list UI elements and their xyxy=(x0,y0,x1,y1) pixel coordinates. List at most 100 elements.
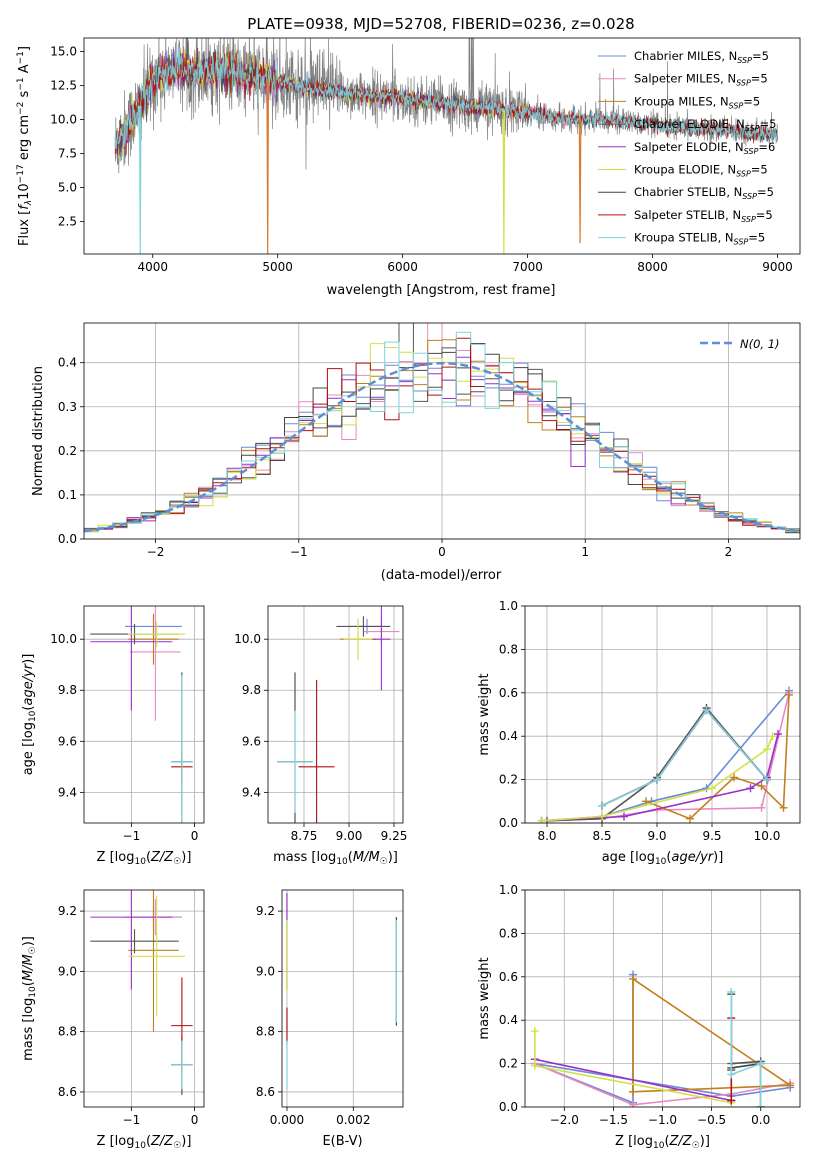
mass-weight-marker xyxy=(786,1081,795,1090)
plot-area xyxy=(277,606,400,823)
axes-frame xyxy=(524,889,801,1108)
x-axis-label: mass [log10(M/M☉)] xyxy=(273,850,398,867)
x-tick-label: −1.5 xyxy=(599,1113,628,1127)
label-part: Z [log xyxy=(615,1134,653,1149)
legend-suffix: =5 xyxy=(752,49,769,63)
y-tick-label: 9.6 xyxy=(242,734,261,748)
label-part: ( xyxy=(348,850,353,865)
y-tick-label: 0.6 xyxy=(499,970,518,984)
label-part: −2 xyxy=(16,102,26,115)
label-part: 10 xyxy=(28,986,38,998)
x-tick-label: 0.0 xyxy=(751,1113,770,1127)
y-tick-label: 0.0 xyxy=(499,816,518,830)
label-part: ( xyxy=(146,1134,151,1149)
y-tick-label: 8.6 xyxy=(58,1085,77,1099)
x-tick-label: 0 xyxy=(191,829,199,843)
y-tick-label: 0.4 xyxy=(58,356,77,370)
legend-sub: SSP xyxy=(729,101,744,110)
spectrum-panel: 4000 5000 6000 7000 8000 9000 2.5 5.0 7.5 10.0 12.… xyxy=(16,37,801,298)
legend-sub: SSP xyxy=(734,238,749,247)
y-tick-label: 0.4 xyxy=(499,1013,518,1027)
plot-area xyxy=(286,893,397,1089)
y-tick-label: 10.0 xyxy=(234,632,261,646)
plot-area xyxy=(530,970,795,1107)
legend-entry: Salpeter STELIB, NSSP=5 xyxy=(634,208,773,224)
legend-entry: Kroupa ELODIE, NSSP=5 xyxy=(634,163,768,179)
y-tick-label: 0.2 xyxy=(499,773,518,787)
y-tick-label: 9.0 xyxy=(256,964,275,978)
x-tick-label: 9.00 xyxy=(336,829,363,843)
label-part: ( xyxy=(21,981,36,986)
mass-weight-line xyxy=(601,708,768,807)
y-tick-label: 9.2 xyxy=(58,904,77,918)
legend-sub: SSP xyxy=(736,170,751,179)
mass-weight-marker xyxy=(653,775,661,784)
mass-weight-marker xyxy=(686,814,694,823)
y-tick-label: 8.8 xyxy=(58,1025,77,1039)
y-tick-label: 8.8 xyxy=(256,1025,275,1039)
label-part: )] xyxy=(700,1134,710,1149)
y-tick-label: 12.5 xyxy=(50,79,77,93)
x-tick-label: 2 xyxy=(725,545,733,559)
mass-weight-marker xyxy=(768,732,777,741)
label-part: )] xyxy=(713,850,723,865)
label-part: ☉ xyxy=(28,946,38,954)
residual-histogram xyxy=(84,339,800,533)
legend-entry: Chabrier STELIB, NSSP=5 xyxy=(634,185,774,201)
label-part: )] xyxy=(21,654,36,664)
y-tick-label: 0.0 xyxy=(58,532,77,546)
spectrum-dip xyxy=(502,110,506,254)
x-axis-label: Z [log10(Z/Z☉)] xyxy=(97,850,192,867)
mass-weight-marker xyxy=(727,1070,736,1079)
axes-frame xyxy=(281,889,404,1108)
mass-weight-marker xyxy=(629,1087,638,1096)
y-tick-label: 8.6 xyxy=(256,1085,275,1099)
x-tick-label: −1 xyxy=(290,545,308,559)
axes-frame xyxy=(83,322,801,540)
mass-weight-marker xyxy=(779,803,788,812)
y-tick-label: 2.5 xyxy=(58,214,77,228)
axes-frame xyxy=(524,605,801,824)
axes-frame xyxy=(83,605,205,824)
mass-weight-marker xyxy=(763,775,771,784)
y-axis-label: mass weight xyxy=(477,957,492,1039)
mass-weight-marker xyxy=(727,987,736,996)
x-tick-label: −0.5 xyxy=(697,1113,726,1127)
label-part: 10 xyxy=(134,857,146,867)
x-tick-label: −1 xyxy=(123,1113,141,1127)
plot-area xyxy=(84,323,800,534)
legend-suffix: =5 xyxy=(751,163,768,177)
y-tick-label: 9.4 xyxy=(242,785,261,799)
mass-weight-vs-age-panel: 8.0 8.5 9.0 9.5 10.0 0.0 0.2 0.4 0.6 0.8 1.0 age [l… xyxy=(477,599,801,867)
axes-frame xyxy=(83,889,205,1108)
legend-label: Salpeter ELODIE, N xyxy=(634,140,744,154)
y-tick-label: 5.0 xyxy=(58,180,77,194)
mass-weight-line xyxy=(541,690,790,822)
legend-entry: N(0, 1) xyxy=(740,337,780,351)
mass-weight-line xyxy=(601,708,768,807)
label-part: Z [log xyxy=(97,850,135,865)
age-vs-Z-panel: −1 09.49.69.810.0Z [log10(Z/Z☉)]age [log1… xyxy=(21,605,205,867)
label-part: λ xyxy=(24,200,34,206)
y-tick-label: 7.5 xyxy=(58,146,77,160)
mass-weight-marker xyxy=(702,706,711,715)
label-part: ☉ xyxy=(380,857,388,867)
y-tick-label: 0.8 xyxy=(499,642,518,656)
x-tick-label: 9000 xyxy=(762,260,793,274)
mass-weight-line xyxy=(534,1058,732,1102)
x-tick-label: 8000 xyxy=(637,260,668,274)
mass-weight-marker xyxy=(598,812,606,821)
legend-suffix: =5 xyxy=(751,72,768,86)
grid xyxy=(282,890,403,1107)
label-part: f xyxy=(17,203,32,210)
x-axis-label: wavelength [Angstrom, rest frame] xyxy=(327,283,556,298)
mass-weight-line xyxy=(645,694,790,820)
grid xyxy=(525,605,800,824)
x-tick-label: 10.0 xyxy=(754,829,781,843)
label-part: M/M xyxy=(21,954,36,981)
label-part: ( xyxy=(21,706,36,711)
legend-entry: Kroupa STELIB, NSSP=5 xyxy=(634,231,765,247)
label-part: 10 xyxy=(17,183,32,200)
label-part: 10 xyxy=(28,710,38,722)
